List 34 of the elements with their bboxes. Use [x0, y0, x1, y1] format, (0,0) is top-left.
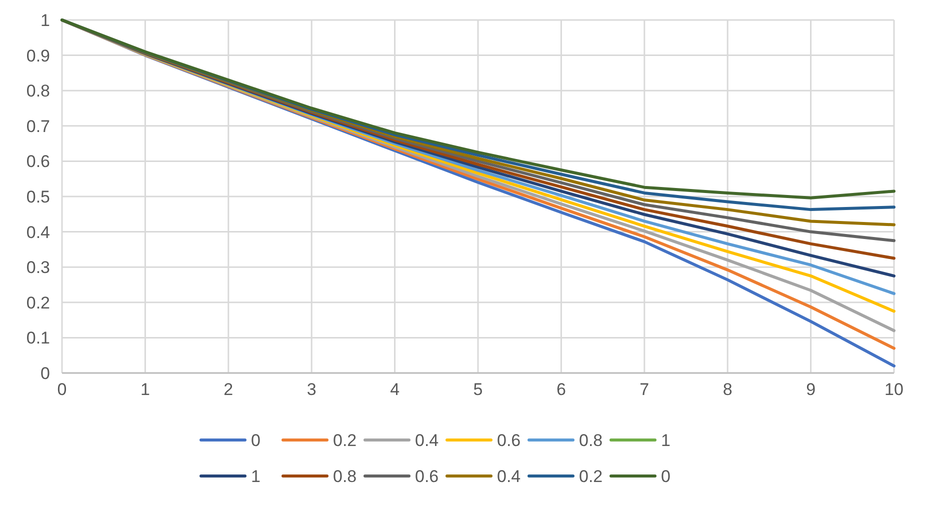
x-tick-label: 9	[806, 380, 816, 399]
x-tick-label: 1	[140, 380, 150, 399]
legend-label: 0.4	[497, 467, 521, 486]
y-tick-label: 1	[40, 11, 50, 30]
legend-label: 0	[251, 431, 260, 450]
legend-label: 0.8	[579, 431, 603, 450]
x-tick-label: 0	[57, 380, 67, 399]
x-tick-label: 8	[722, 380, 732, 399]
y-tick-label: 0.2	[26, 293, 50, 312]
y-tick-label: 0.4	[26, 222, 50, 242]
x-tick-label: 3	[306, 380, 316, 399]
x-tick-label: 5	[473, 380, 483, 399]
legend-label: 1	[661, 431, 670, 450]
legend-label: 0.4	[415, 431, 439, 450]
x-tick-label: 10	[884, 380, 904, 399]
y-tick-label: 0.6	[26, 152, 50, 172]
y-tick-label: 0	[40, 364, 50, 383]
y-tick-label: 0.8	[26, 82, 50, 101]
y-tick-label: 0.7	[26, 116, 50, 136]
y-tick-label: 0.5	[26, 188, 50, 206]
x-tick-label: 2	[224, 380, 234, 399]
x-tick-label: 7	[640, 380, 650, 399]
legend-label: 1	[251, 467, 260, 486]
y-tick-label: 0.3	[26, 258, 50, 278]
y-tick-label: 0.9	[26, 46, 50, 66]
legend-label: 0.6	[497, 431, 521, 450]
y-tick-label: 0.1	[26, 328, 50, 348]
legend-label: 0.8	[333, 467, 357, 486]
legend-label: 0.2	[579, 467, 603, 486]
x-tick-label: 4	[390, 380, 400, 399]
legend-label: 0.6	[415, 467, 439, 486]
x-tick-label: 6	[556, 380, 566, 399]
legend-label: 0.2	[333, 431, 357, 450]
legend-label: 0	[661, 467, 670, 486]
